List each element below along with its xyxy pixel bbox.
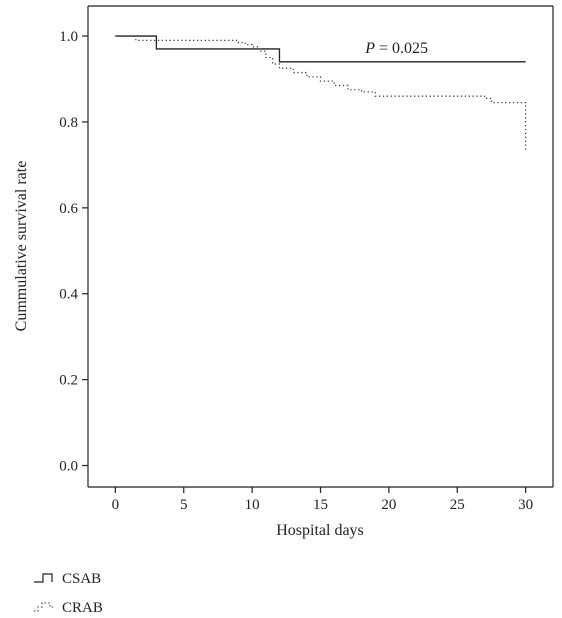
legend-label-crab: CRAB	[62, 600, 103, 616]
legend-item-csab: CSAB	[34, 571, 101, 587]
x-tick-label: 0	[112, 497, 120, 513]
legend-label-csab: CSAB	[62, 571, 101, 587]
y-axis-title: Cummulative survival rate	[13, 161, 30, 332]
y-tick-label: 1.0	[59, 29, 78, 45]
series-line-csab	[115, 35, 526, 63]
x-tick-label: 5	[180, 497, 188, 513]
y-tick-label: 0.8	[59, 115, 78, 131]
series-line-crab	[115, 35, 527, 153]
p-value-label: P	[364, 40, 375, 57]
y-tick-label: 0.6	[59, 201, 78, 217]
x-ticks: 0 5 10 15 20 25 30	[112, 487, 533, 513]
x-tick-label: 10	[245, 497, 260, 513]
y-tick-label: 0.0	[59, 459, 78, 475]
legend: CSAB CRAB	[34, 571, 103, 616]
y-ticks: 0.0 0.2 0.4 0.6 0.8 1.0	[59, 29, 88, 475]
x-tick-label: 20	[381, 497, 396, 513]
x-tick-label: 30	[518, 497, 533, 513]
y-tick-label: 0.2	[59, 373, 78, 389]
x-tick-label: 25	[450, 497, 465, 513]
p-value-text: = 0.025	[375, 40, 428, 57]
legend-swatch-crab	[34, 602, 53, 612]
legend-swatch-csab	[34, 573, 53, 583]
axes	[87, 5, 554, 488]
x-tick-label: 15	[313, 497, 328, 513]
p-value-annotation: P = 0.025	[364, 40, 428, 57]
x-axis-title: Hospital days	[276, 522, 364, 539]
series-lines	[115, 35, 527, 153]
y-tick-label: 0.4	[59, 287, 78, 303]
legend-item-crab: CRAB	[34, 600, 103, 616]
